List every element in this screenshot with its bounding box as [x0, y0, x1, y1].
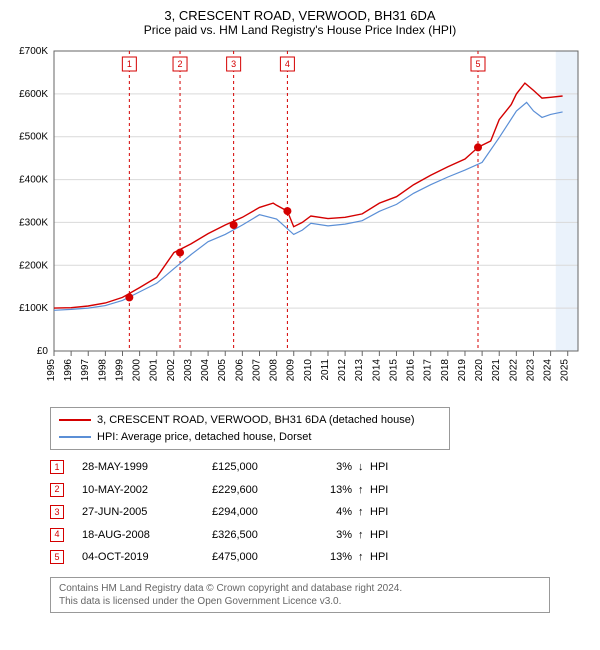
legend-swatch [59, 419, 91, 421]
tx-price: £326,500 [212, 527, 312, 544]
svg-text:£700K: £700K [19, 46, 48, 57]
legend-label: 3, CRESCENT ROAD, VERWOOD, BH31 6DA (det… [97, 412, 415, 429]
tx-price: £229,600 [212, 482, 312, 499]
tx-arrow-icon: ↓ [358, 459, 370, 476]
tx-marker-icon: 2 [50, 483, 64, 497]
footer-line: Contains HM Land Registry data © Crown c… [59, 582, 541, 595]
svg-text:2008: 2008 [269, 359, 280, 382]
tx-price: £475,000 [212, 549, 312, 566]
svg-text:2002: 2002 [166, 359, 177, 382]
tx-marker-icon: 3 [50, 505, 64, 519]
svg-text:2000: 2000 [132, 359, 143, 382]
tx-hpi-label: HPI [370, 459, 400, 476]
svg-text:£200K: £200K [19, 260, 48, 271]
tx-hpi-label: HPI [370, 549, 400, 566]
svg-text:2007: 2007 [251, 359, 262, 382]
svg-text:2012: 2012 [337, 359, 348, 382]
transaction-list: 128-MAY-1999£125,0003%↓HPI210-MAY-2002£2… [50, 456, 590, 569]
svg-text:2022: 2022 [508, 359, 519, 382]
tx-marker-icon: 5 [50, 550, 64, 564]
svg-text:£0: £0 [37, 346, 49, 357]
svg-text:£500K: £500K [19, 132, 48, 143]
chart-title: 3, CRESCENT ROAD, VERWOOD, BH31 6DA [10, 8, 590, 23]
transaction-row: 1 28-MAY-1999£125,0003% ↓HPI [50, 456, 590, 479]
tx-arrow-icon: ↑ [358, 549, 370, 566]
legend: 3, CRESCENT ROAD, VERWOOD, BH31 6DA (det… [50, 407, 450, 450]
tx-hpi-label: HPI [370, 482, 400, 499]
tx-pct: 4% [312, 504, 352, 521]
tx-date: 28-MAY-1999 [82, 459, 212, 476]
svg-text:2024: 2024 [543, 359, 554, 382]
svg-text:£600K: £600K [19, 89, 48, 100]
tx-pct: 3% [312, 459, 352, 476]
transaction-row: 5 04-OCT-2019£475,00013% ↑HPI [50, 546, 590, 569]
svg-text:£100K: £100K [19, 303, 48, 314]
tx-hpi-label: HPI [370, 527, 400, 544]
svg-text:2003: 2003 [183, 359, 194, 382]
svg-text:2001: 2001 [149, 359, 160, 382]
svg-text:5: 5 [475, 59, 480, 69]
svg-text:1995: 1995 [46, 359, 57, 382]
legend-label: HPI: Average price, detached house, Dors… [97, 429, 311, 446]
tx-marker-icon: 4 [50, 528, 64, 542]
svg-text:2015: 2015 [388, 359, 399, 382]
transaction-row: 2 10-MAY-2002£229,60013% ↑HPI [50, 479, 590, 502]
tx-arrow-icon: ↑ [358, 504, 370, 521]
svg-text:£400K: £400K [19, 175, 48, 186]
tx-date: 10-MAY-2002 [82, 482, 212, 499]
svg-text:2021: 2021 [491, 359, 502, 382]
svg-text:£300K: £300K [19, 217, 48, 228]
tx-pct: 13% [312, 549, 352, 566]
svg-text:2020: 2020 [474, 359, 485, 382]
svg-text:2014: 2014 [371, 359, 382, 382]
transaction-row: 3 27-JUN-2005£294,0004% ↑HPI [50, 501, 590, 524]
svg-text:2013: 2013 [354, 359, 365, 382]
transaction-row: 4 18-AUG-2008£326,5003% ↑HPI [50, 524, 590, 547]
svg-text:2: 2 [178, 59, 183, 69]
svg-text:1998: 1998 [97, 359, 108, 382]
svg-text:1999: 1999 [114, 359, 125, 382]
price-chart: £0 £100K £200K £300K £400K £500K £600K £700K 199… [10, 41, 590, 401]
svg-text:2017: 2017 [423, 359, 434, 382]
legend-item: 3, CRESCENT ROAD, VERWOOD, BH31 6DA (det… [59, 412, 441, 429]
svg-text:1996: 1996 [63, 359, 74, 382]
legend-item: HPI: Average price, detached house, Dors… [59, 429, 441, 446]
tx-date: 27-JUN-2005 [82, 504, 212, 521]
svg-text:2023: 2023 [525, 359, 536, 382]
footer-line: This data is licensed under the Open Gov… [59, 595, 541, 608]
svg-text:2010: 2010 [303, 359, 314, 382]
tx-arrow-icon: ↑ [358, 482, 370, 499]
svg-text:2018: 2018 [440, 359, 451, 382]
tx-date: 04-OCT-2019 [82, 549, 212, 566]
tx-arrow-icon: ↑ [358, 527, 370, 544]
tx-price: £125,000 [212, 459, 312, 476]
svg-text:4: 4 [285, 59, 290, 69]
svg-text:2009: 2009 [286, 359, 297, 382]
svg-text:2016: 2016 [406, 359, 417, 382]
svg-text:2005: 2005 [217, 359, 228, 382]
svg-text:2025: 2025 [560, 359, 571, 382]
tx-hpi-label: HPI [370, 504, 400, 521]
tx-pct: 3% [312, 527, 352, 544]
svg-text:2004: 2004 [200, 359, 211, 382]
svg-text:1: 1 [127, 59, 132, 69]
chart-subtitle: Price paid vs. HM Land Registry's House … [10, 23, 590, 37]
chart-area: £0 £100K £200K £300K £400K £500K £600K £700K 199… [10, 41, 590, 401]
attribution-footer: Contains HM Land Registry data © Crown c… [50, 577, 550, 613]
tx-marker-icon: 1 [50, 460, 64, 474]
tx-pct: 13% [312, 482, 352, 499]
tx-date: 18-AUG-2008 [82, 527, 212, 544]
svg-text:1997: 1997 [80, 359, 91, 382]
tx-price: £294,000 [212, 504, 312, 521]
svg-text:2019: 2019 [457, 359, 468, 382]
legend-swatch [59, 436, 91, 438]
svg-text:2011: 2011 [320, 359, 331, 381]
svg-text:3: 3 [231, 59, 236, 69]
svg-text:2006: 2006 [234, 359, 245, 382]
